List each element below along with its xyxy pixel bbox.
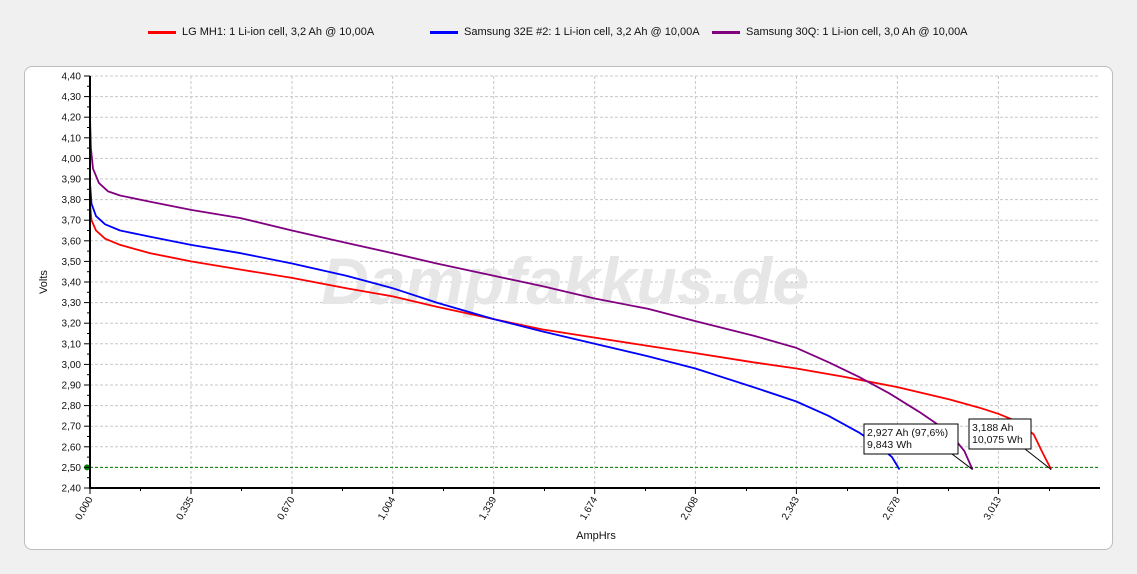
series-samsung-30q-line	[89, 117, 974, 470]
y-tick-label: 4,00	[62, 154, 82, 165]
chart-legend: LG MH1: 1 Li-ion cell, 3,2 Ah @ 10,00A S…	[0, 0, 1137, 60]
series-layer	[89, 117, 1053, 470]
x-tick-label: 2,343	[780, 495, 802, 523]
y-tick-label: 3,60	[62, 236, 82, 247]
legend-item-lg-mh1: LG MH1: 1 Li-ion cell, 3,2 Ah @ 10,00A	[148, 24, 374, 40]
y-tick-label: 3,30	[62, 298, 82, 309]
legend-swatch-lg-mh1	[148, 30, 176, 34]
legend-label-samsung-32e: Samsung 32E #2: 1 Li-ion cell, 3,2 Ah @ …	[464, 26, 700, 38]
x-tick-label: 0,000	[74, 495, 96, 523]
y-tick-label: 4,40	[62, 72, 82, 83]
y-tick-label: 2,40	[62, 484, 82, 495]
y-tick-label: 2,70	[62, 422, 82, 433]
y-tick-label: 3,40	[62, 278, 82, 289]
x-tick-label: 1,004	[376, 495, 398, 523]
legend-label-lg-mh1: LG MH1: 1 Li-ion cell, 3,2 Ah @ 10,00A	[182, 26, 375, 38]
y-axis-title: Volts	[38, 270, 50, 294]
x-tick-label: 2,678	[881, 495, 903, 523]
y-tick-label: 2,80	[62, 401, 82, 412]
y-tick-label: 3,10	[62, 339, 82, 350]
y-tick-label: 3,20	[62, 319, 82, 330]
y-tick-label: 3,00	[62, 360, 82, 371]
annotation-box	[863, 423, 959, 455]
x-tick-label: 2,008	[679, 495, 701, 523]
series-samsung-32e-line	[89, 183, 901, 470]
x-tick-label: 0,670	[276, 495, 298, 523]
x-tick-label: 1,674	[578, 495, 600, 523]
cutoff-layer	[84, 464, 1100, 471]
legend-label-samsung-30q: Samsung 30Q: 1 Li-ion cell, 3,0 Ah @ 10,…	[746, 26, 968, 38]
x-axis-title: AmpHrs	[576, 530, 616, 542]
grid-layer	[90, 75, 1100, 488]
y-tick-label: 4,30	[62, 92, 82, 103]
annotation-leader-line	[1024, 448, 1052, 470]
annotation-text: 3,188 Ah	[972, 422, 1014, 434]
y-tick-label: 2,50	[62, 463, 82, 474]
annotation-text: 10,075 Wh	[972, 434, 1023, 446]
legend-item-samsung-32e: Samsung 32E #2: 1 Li-ion cell, 3,2 Ah @ …	[430, 24, 700, 40]
y-tick-label: 3,90	[62, 175, 82, 186]
y-tick-label: 3,70	[62, 216, 82, 227]
annotation-text: 9,843 Wh	[867, 439, 912, 451]
legend-swatch-samsung-30q	[712, 30, 740, 34]
chart-panel	[24, 66, 1113, 550]
legend-item-samsung-30q: Samsung 30Q: 1 Li-ion cell, 3,0 Ah @ 10,…	[712, 24, 968, 40]
series-lg-mh1-line	[89, 203, 1053, 470]
annotation-leader-line	[951, 453, 973, 470]
y-tick-label: 4,10	[62, 133, 82, 144]
y-tick-label: 3,50	[62, 257, 82, 268]
y-tick-label: 4,20	[62, 113, 82, 124]
x-tick-label: 1,339	[477, 495, 499, 523]
watermark-text: Dampfakkus.de	[321, 244, 809, 318]
y-tick-label: 2,90	[62, 381, 82, 392]
annotation-box	[968, 418, 1032, 450]
y-tick-label: 3,80	[62, 195, 82, 206]
legend-swatch-samsung-32e	[430, 30, 458, 34]
end-annotation: 2,927 Ah (97,6%)9,843 Wh	[863, 423, 973, 470]
x-tick-label: 3,013	[982, 495, 1004, 523]
x-tick-label: 0,335	[175, 495, 197, 523]
annotation-text: 2,927 Ah (97,6%)	[867, 427, 948, 439]
y-tick-label: 2,60	[62, 442, 82, 453]
